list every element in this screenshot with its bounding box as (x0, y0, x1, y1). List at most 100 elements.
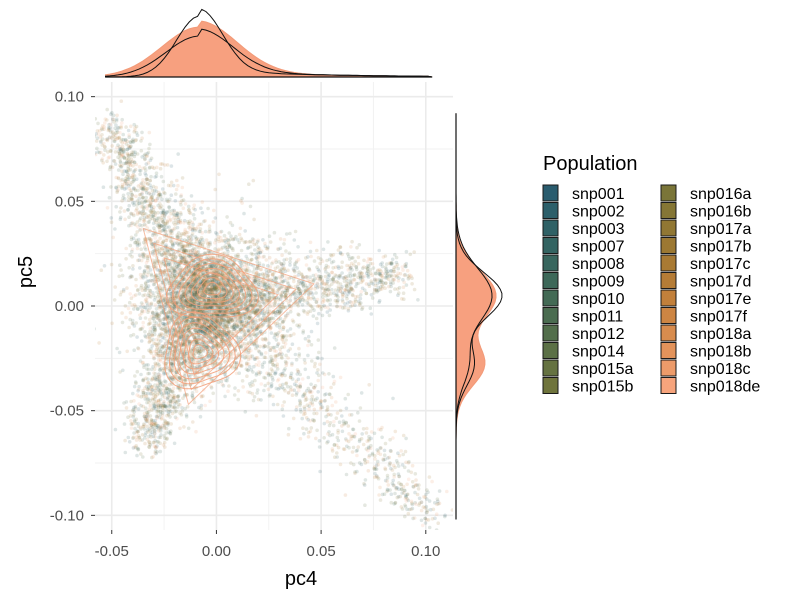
scatter-point (190, 234, 194, 238)
scatter-point (252, 301, 256, 306)
scatter-point (138, 172, 142, 177)
scatter-point (259, 267, 264, 272)
scatter-point (219, 229, 224, 234)
scatter-point (121, 287, 126, 292)
scatter-point (144, 187, 149, 191)
scatter-point (278, 246, 283, 251)
scatter-point (174, 187, 179, 192)
scatter-point (111, 117, 116, 122)
scatter-point (119, 268, 123, 272)
scatter-point (240, 322, 244, 326)
scatter-point (121, 172, 125, 177)
scatter-point (160, 346, 164, 351)
scatter-point (152, 298, 157, 302)
scatter-point (349, 286, 354, 290)
scatter-point (110, 111, 114, 115)
scatter-point (235, 307, 239, 311)
scatter-point (137, 243, 142, 247)
scatter-point (175, 233, 180, 237)
scatter-point (191, 213, 196, 217)
scatter-point (146, 182, 150, 186)
scatter-point (279, 309, 284, 313)
scatter-point (240, 263, 244, 268)
scatter-point (401, 285, 406, 290)
scatter-point (396, 271, 400, 276)
scatter-point (139, 301, 144, 305)
scatter-point (264, 258, 269, 262)
scatter-point (199, 403, 204, 408)
scatter-point (183, 202, 188, 206)
scatter-point (222, 233, 227, 238)
scatter-point (112, 298, 117, 302)
scatter-point (321, 295, 325, 299)
scatter-point (127, 203, 131, 208)
scatter-point (117, 350, 122, 355)
scatter-point (267, 234, 272, 238)
scatter-point (123, 304, 128, 308)
scatter-point (120, 121, 124, 125)
scatter-point (217, 172, 221, 177)
scatter-point (131, 173, 136, 177)
scatter-point (280, 356, 284, 360)
scatter-point (119, 206, 123, 210)
scatter-point (234, 291, 238, 296)
scatter-point (144, 297, 148, 302)
scatter-point (193, 207, 197, 212)
scatter-point (159, 260, 164, 265)
scatter-point (134, 194, 138, 199)
scatter-point (167, 209, 172, 213)
scatter-point (146, 220, 150, 224)
scatter-point (138, 316, 143, 321)
scatter-point (251, 178, 256, 183)
scatter-point (127, 215, 131, 219)
scatter-point (171, 227, 175, 232)
scatter-point (86, 251, 90, 255)
scatter-point (130, 180, 134, 185)
scatter-point (330, 270, 334, 275)
scatter-point (281, 305, 285, 310)
scatter-point (103, 117, 108, 121)
scatter-point (164, 238, 169, 243)
scatter-point (236, 325, 240, 329)
scatter-point (142, 286, 146, 291)
scatter-point (215, 325, 220, 330)
scatter-point (354, 284, 358, 289)
scatter-point (242, 329, 247, 334)
scatter-point (345, 263, 349, 268)
scatter-point (288, 310, 293, 314)
scatter-point (288, 231, 292, 236)
scatter-point (321, 292, 325, 296)
scatter-point (350, 256, 354, 260)
scatter-point (200, 211, 205, 215)
scatter-point (95, 136, 100, 140)
scatter-point (139, 139, 143, 143)
scatter-point (143, 334, 147, 338)
scatter-point (267, 269, 271, 274)
scatter-point (146, 293, 151, 298)
scatter-point (167, 225, 171, 229)
scatter-point (140, 130, 144, 135)
scatter-point (296, 245, 300, 249)
scatter-point (233, 254, 238, 258)
scatter-point (152, 329, 157, 334)
scatter-point (340, 252, 344, 257)
scatter-point (327, 273, 332, 278)
scatter-point (128, 253, 132, 257)
scatter-point (95, 327, 96, 331)
scatter-point (120, 137, 124, 142)
scatter-point (388, 289, 393, 294)
scatter-point (242, 211, 246, 216)
scatter-point (170, 352, 175, 357)
scatter-point (135, 220, 140, 224)
scatter-point (272, 230, 277, 235)
scatter-point (199, 406, 203, 411)
scatter-point (163, 222, 168, 226)
scatter-point (116, 168, 121, 172)
scatter-point (192, 203, 196, 207)
scatter-point (139, 204, 144, 209)
scatter-point (180, 245, 184, 249)
scatter-point (124, 125, 128, 129)
scatter-point (190, 393, 194, 398)
scatter-point (169, 193, 174, 197)
scatter-point (223, 312, 227, 317)
